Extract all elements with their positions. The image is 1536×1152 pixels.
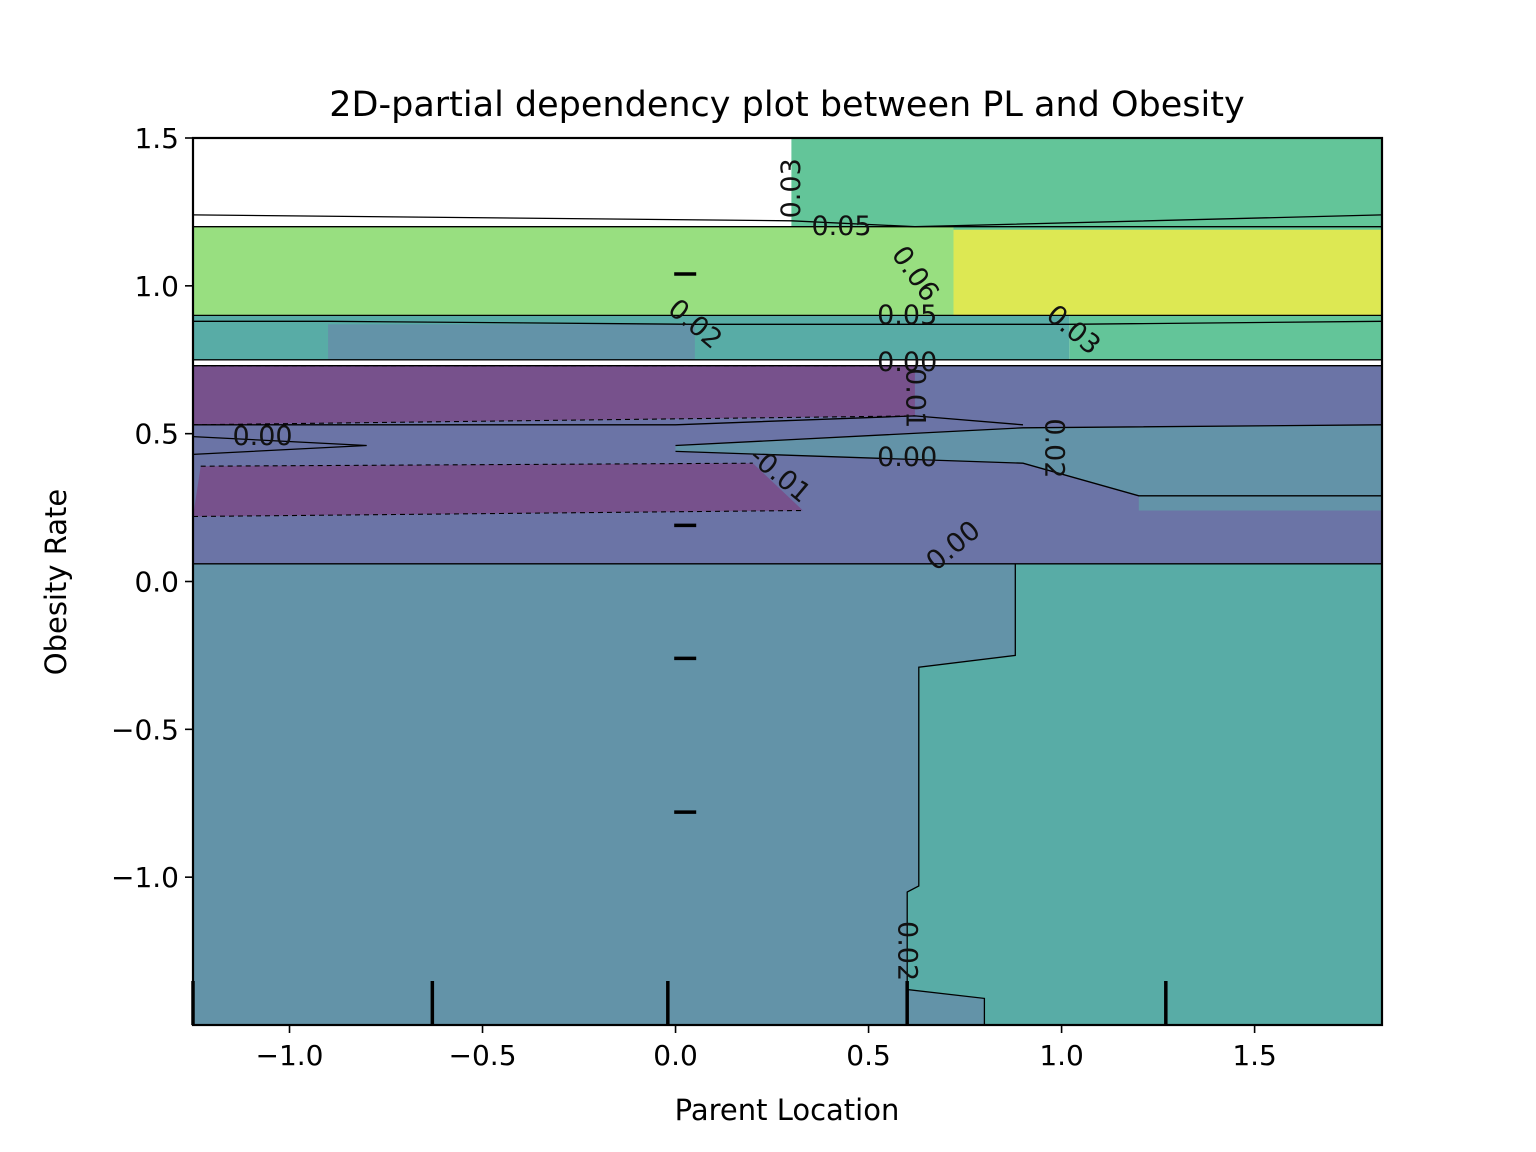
x-axis: −1.0 −0.5 0.0 0.5 1.0 1.5 bbox=[256, 1025, 1277, 1072]
contour-region-2 bbox=[193, 226, 954, 316]
contour-region-8 bbox=[675, 424, 1382, 511]
y-axis: 1.5 1.0 0.5 0.0 −0.5 −1.0 bbox=[111, 122, 193, 894]
contour-region-6 bbox=[193, 365, 915, 425]
contour-line-9 bbox=[675, 450, 1382, 497]
contour-lines bbox=[193, 214, 1382, 1025]
contour-line-dashed-1 bbox=[193, 415, 915, 426]
y-tick-label-2: 0.5 bbox=[134, 418, 179, 451]
y-tick-label-4: −0.5 bbox=[111, 713, 179, 746]
contour-label-4: 0.05 bbox=[877, 300, 937, 331]
contour-line-0 bbox=[193, 214, 1382, 228]
contour-line-dashed-2 bbox=[200, 462, 753, 467]
contour-label-1: 0.05 bbox=[811, 211, 871, 242]
contour-line-3 bbox=[193, 320, 1382, 325]
contour-label-8: 0.02 bbox=[1038, 418, 1069, 478]
x-axis-title: Parent Location bbox=[675, 1093, 900, 1127]
y-tick-label-3: 0.0 bbox=[134, 566, 179, 599]
contour-label-11: 0.00 bbox=[877, 442, 937, 473]
contour-label-0: 0.03 bbox=[776, 158, 807, 218]
contour-label-6: 0.00 bbox=[877, 347, 937, 378]
contour-region-1 bbox=[953, 229, 1382, 316]
y-tick-label-5: −1.0 bbox=[111, 861, 179, 894]
contour-line-dashed-3 bbox=[193, 509, 803, 518]
x-tick-label-4: 1.0 bbox=[1039, 1039, 1084, 1072]
y-tick-label-0: 1.5 bbox=[134, 122, 179, 155]
x-tick-label-0: −1.0 bbox=[256, 1039, 324, 1072]
x-tick-label-1: −0.5 bbox=[449, 1039, 517, 1072]
contour-region-4 bbox=[328, 324, 695, 360]
contour-label-7: 0.01 bbox=[899, 368, 930, 428]
contour-line-7 bbox=[193, 435, 367, 456]
contour-line-8 bbox=[675, 424, 1382, 447]
contour-region-7 bbox=[193, 463, 803, 517]
contour-line-6 bbox=[193, 415, 1024, 426]
contour-label-9: 0.00 bbox=[232, 421, 292, 452]
x-tick-label-3: 0.5 bbox=[846, 1039, 891, 1072]
x-tick-label-5: 1.5 bbox=[1232, 1039, 1277, 1072]
contour-line-11 bbox=[906, 563, 1016, 1025]
chart-title: 2D-partial dependency plot between PL an… bbox=[329, 85, 1244, 125]
contour-region-10 bbox=[907, 563, 1382, 1025]
contour-label-13: 0.02 bbox=[892, 921, 923, 981]
contour-regions bbox=[193, 138, 1382, 1025]
y-axis-title: Obesity Rate bbox=[39, 489, 73, 676]
y-tick-label-1: 1.0 bbox=[134, 270, 179, 303]
x-tick-label-2: 0.0 bbox=[653, 1039, 698, 1072]
